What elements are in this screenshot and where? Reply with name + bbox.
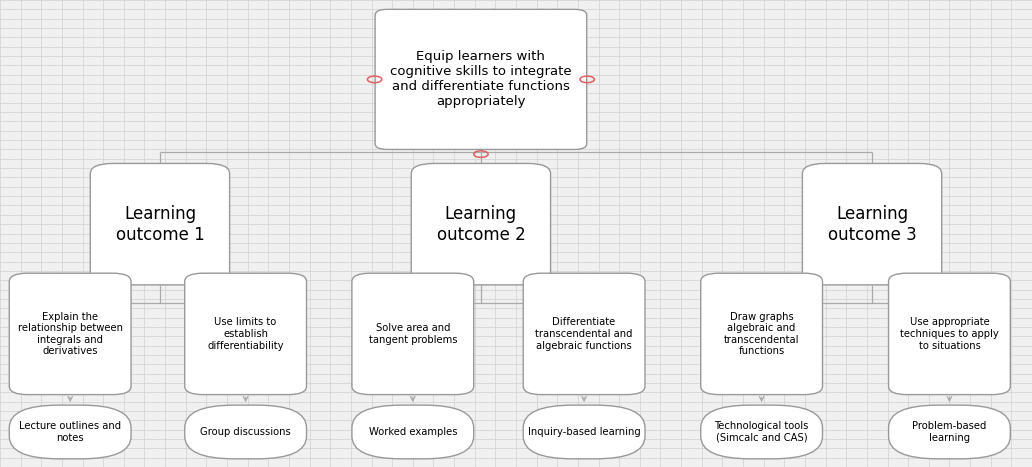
Text: Use limits to
establish
differentiability: Use limits to establish differentiabilit…	[207, 317, 284, 351]
FancyBboxPatch shape	[523, 405, 645, 459]
FancyBboxPatch shape	[185, 405, 307, 459]
FancyBboxPatch shape	[889, 273, 1010, 395]
FancyBboxPatch shape	[701, 273, 823, 395]
FancyBboxPatch shape	[803, 163, 941, 285]
FancyBboxPatch shape	[91, 163, 229, 285]
FancyBboxPatch shape	[352, 273, 474, 395]
FancyBboxPatch shape	[701, 405, 823, 459]
FancyBboxPatch shape	[376, 9, 586, 149]
Text: Technological tools
(Simcalc and CAS): Technological tools (Simcalc and CAS)	[714, 421, 809, 443]
FancyBboxPatch shape	[889, 405, 1010, 459]
FancyBboxPatch shape	[9, 273, 131, 395]
Text: Group discussions: Group discussions	[200, 427, 291, 437]
Text: Learning
outcome 3: Learning outcome 3	[828, 205, 916, 244]
Text: Differentiate
transcendental and
algebraic functions: Differentiate transcendental and algebra…	[536, 317, 633, 351]
Text: Explain the
relationship between
integrals and
derivatives: Explain the relationship between integra…	[18, 311, 123, 356]
Text: Problem-based
learning: Problem-based learning	[912, 421, 987, 443]
Text: Equip learners with
cognitive skills to integrate
and differentiate functions
ap: Equip learners with cognitive skills to …	[390, 50, 572, 108]
Text: Worked examples: Worked examples	[368, 427, 457, 437]
Text: Solve area and
tangent problems: Solve area and tangent problems	[368, 323, 457, 345]
Text: Lecture outlines and
notes: Lecture outlines and notes	[20, 421, 121, 443]
Text: Draw graphs
algebraic and
transcendental
functions: Draw graphs algebraic and transcendental…	[723, 311, 800, 356]
FancyBboxPatch shape	[185, 273, 307, 395]
FancyBboxPatch shape	[411, 163, 551, 285]
FancyBboxPatch shape	[523, 273, 645, 395]
Text: Use appropriate
techniques to apply
to situations: Use appropriate techniques to apply to s…	[900, 317, 999, 351]
FancyBboxPatch shape	[9, 405, 131, 459]
Text: Learning
outcome 1: Learning outcome 1	[116, 205, 204, 244]
Text: Learning
outcome 2: Learning outcome 2	[437, 205, 525, 244]
FancyBboxPatch shape	[352, 405, 474, 459]
Text: Inquiry-based learning: Inquiry-based learning	[527, 427, 641, 437]
